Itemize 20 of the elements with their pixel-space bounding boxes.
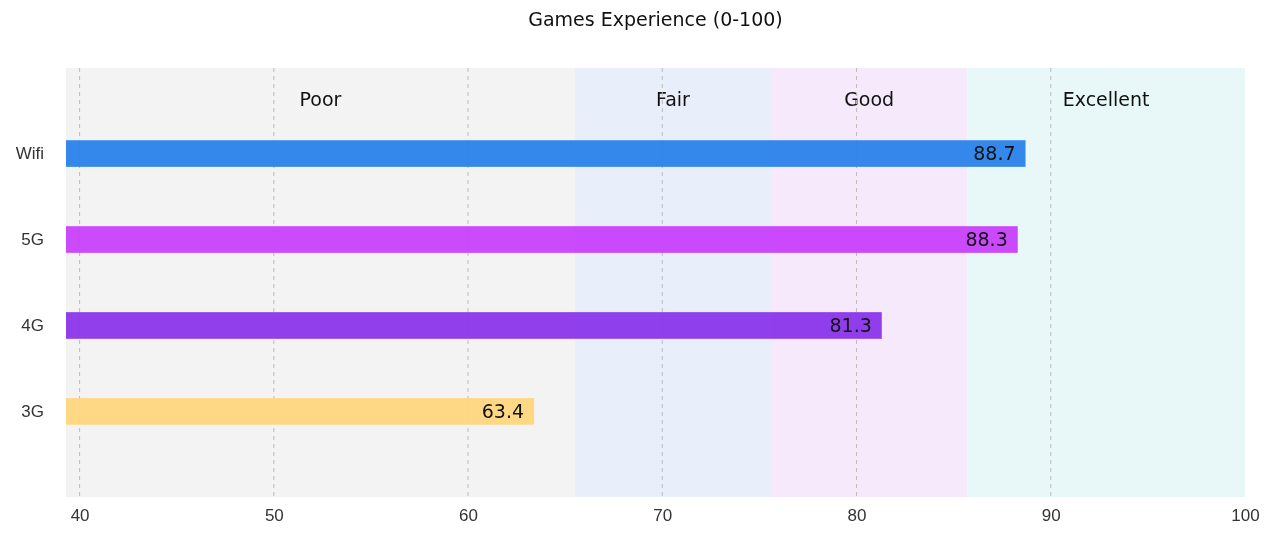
x-tick-label: 60 <box>459 506 479 526</box>
data-label: 88.3 <box>965 228 1008 251</box>
band-label: Good <box>844 88 895 110</box>
y-tick-label: 4G <box>21 315 44 335</box>
data-label: 81.3 <box>829 314 872 337</box>
data-label: 63.4 <box>481 400 525 423</box>
data-label: 88.7 <box>973 142 1016 165</box>
x-tick-label: 80 <box>847 506 867 526</box>
y-tick-label: Wifi <box>15 143 44 163</box>
chart-title: Games Experience (0-100) <box>528 8 783 30</box>
x-tick-label: 100 <box>1231 506 1260 526</box>
band-label: Fair <box>656 88 691 110</box>
band-label: Excellent <box>1062 88 1150 110</box>
x-tick-label: 70 <box>653 506 673 526</box>
x-tick-label: 40 <box>70 506 90 526</box>
band-label: Poor <box>299 88 342 110</box>
x-tick-label: 50 <box>264 506 284 526</box>
y-tick-label: 5G <box>21 229 44 249</box>
x-tick-label: 90 <box>1041 506 1061 526</box>
y-tick-label: 3G <box>21 401 44 421</box>
